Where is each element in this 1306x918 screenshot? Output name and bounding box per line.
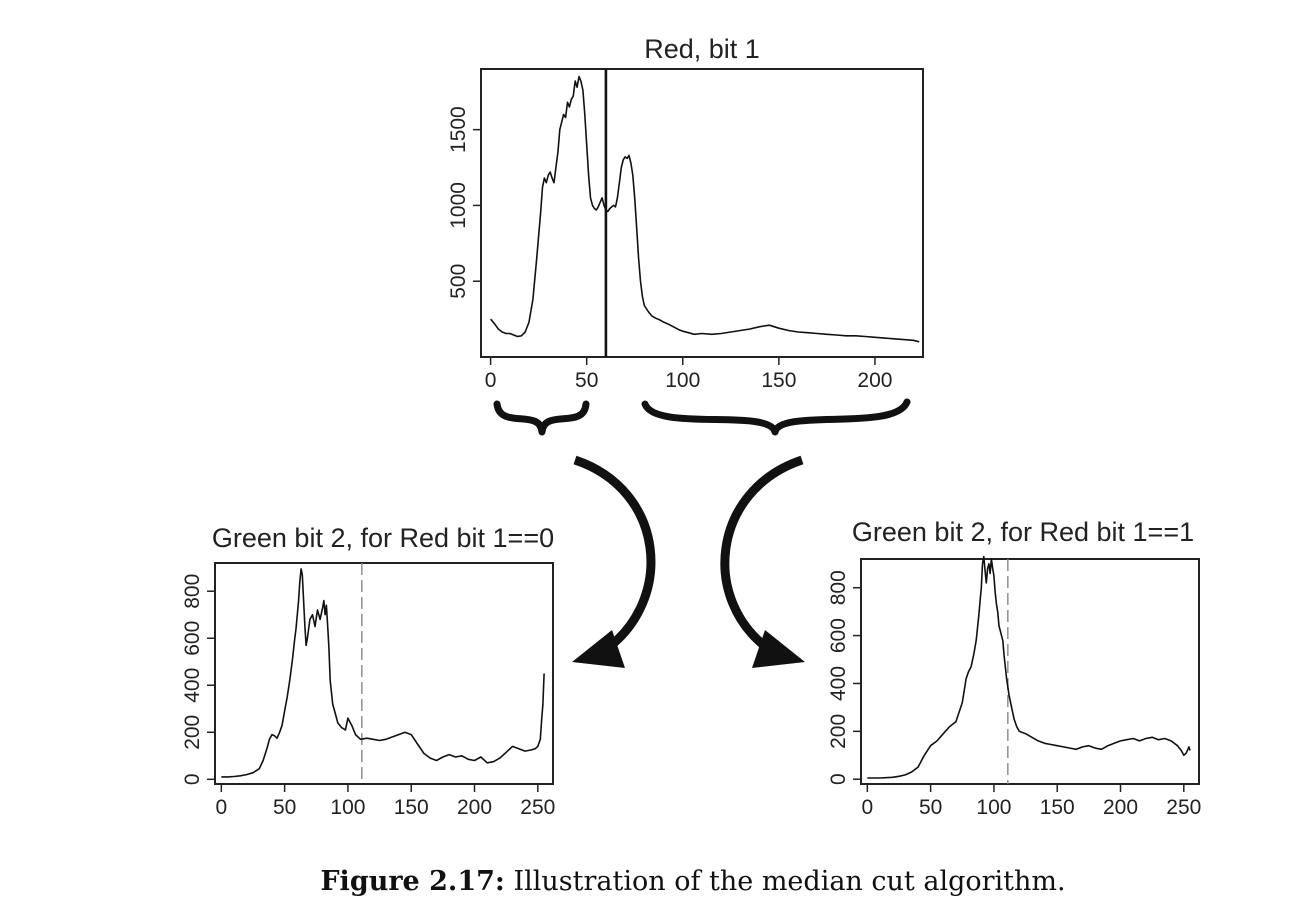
green0-x-tick-label: 250 (520, 796, 555, 819)
arrow-right (720, 455, 805, 668)
green1-plot-frame (860, 558, 1200, 785)
chart-green1-plot: 0 50 100 150 200 250 0 200 400 600 800 (827, 555, 1201, 819)
green1-x-tick-label: 100 (976, 796, 1011, 819)
red-x-tick-label: 50 (575, 369, 598, 392)
green0-x-tick-label: 200 (457, 796, 492, 819)
chart-green1-title: Green bit 2, for Red bit 1==1 (852, 517, 1194, 547)
red-y-tick-label: 1500 (447, 106, 470, 153)
green1-x-tick-label: 50 (919, 796, 942, 819)
green1-series-line (867, 555, 1191, 779)
chart-green0: Green bit 2, for Red bit 1==0 0 50 100 150 2… (181, 523, 555, 819)
green1-y-tick-label: 0 (827, 773, 850, 785)
green0-plot-frame (214, 562, 554, 785)
chart-green0-plot: 0 50 100 150 200 250 0 200 400 600 800 (181, 562, 555, 819)
chart-red: Red, bit 1 0 50 100 150 200 500 1000 1500 (447, 34, 924, 392)
green1-x-tick-label: 0 (861, 796, 873, 819)
green1-y-tick-label: 400 (827, 666, 850, 701)
green0-y-tick-label: 600 (181, 621, 204, 656)
red-y-tick-label: 1000 (447, 182, 470, 229)
caption-text: Illustration of the median cut algorithm… (513, 866, 1066, 897)
chart-green1: Green bit 2, for Red bit 1==1 0 50 100 150 2… (827, 517, 1201, 819)
red-x-tick-label: 150 (761, 369, 796, 392)
green1-y-tick-label: 800 (827, 570, 850, 605)
green1-y-tick-label: 200 (827, 714, 850, 749)
green0-y-tick-label: 400 (181, 668, 204, 703)
red-y-tick-label: 500 (447, 264, 470, 299)
red-series-line (489, 75, 920, 343)
chart-red-plot: 0 50 100 150 200 500 1000 1500 (447, 68, 924, 392)
green0-y-tick-label: 800 (181, 574, 204, 609)
left-brace (493, 400, 590, 436)
green0-x-tick-label: 50 (273, 796, 296, 819)
chart-green0-title: Green bit 2, for Red bit 1==0 (212, 523, 554, 553)
green0-x-tick-label: 0 (215, 796, 227, 819)
chart-red-title: Red, bit 1 (644, 34, 760, 64)
green1-x-tick-label: 250 (1166, 796, 1201, 819)
red-x-tick-label: 0 (485, 369, 497, 392)
green0-y-tick-label: 0 (181, 773, 204, 785)
red-plot-frame (480, 68, 924, 358)
green0-x-tick-label: 150 (394, 796, 429, 819)
right-brace (641, 398, 911, 436)
red-x-tick-label: 100 (665, 369, 700, 392)
arrow-left (572, 455, 656, 668)
green1-x-tick-label: 150 (1040, 796, 1075, 819)
green0-x-tick-label: 100 (330, 796, 365, 819)
figure-caption: Figure 2.17: Illustration of the median … (0, 866, 1306, 897)
red-x-tick-label: 200 (857, 369, 892, 392)
green0-y-tick-label: 200 (181, 715, 204, 750)
green1-y-tick-label: 600 (827, 618, 850, 653)
green1-x-tick-label: 200 (1103, 796, 1138, 819)
green0-series-line (221, 568, 545, 778)
caption-label: Figure 2.17: (320, 866, 505, 897)
